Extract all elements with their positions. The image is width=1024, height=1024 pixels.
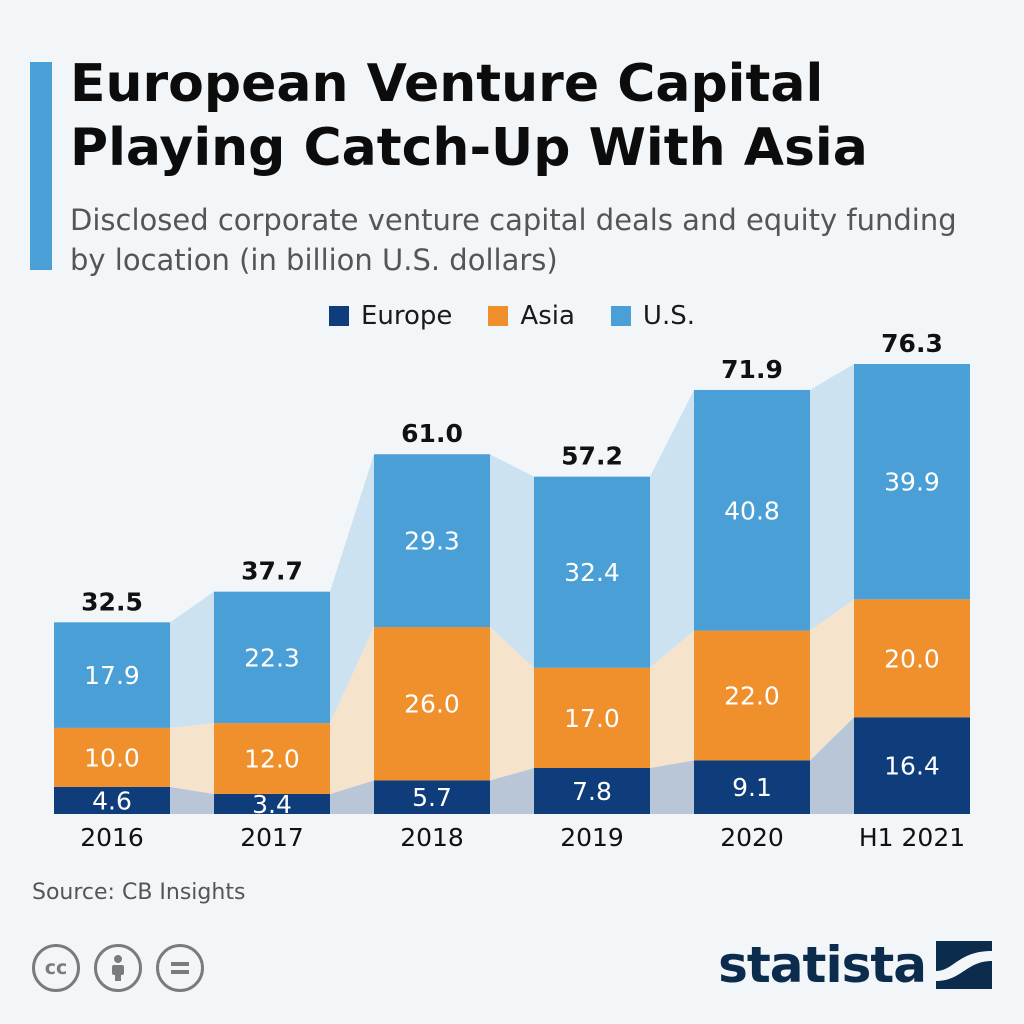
legend-label-asia: Asia <box>520 301 575 331</box>
license-icons: cc <box>32 944 204 992</box>
connector-band-u-s--2 <box>330 454 374 724</box>
legend-label-us: U.S. <box>642 301 695 331</box>
data-label-europe-2019: 7.8 <box>572 777 612 806</box>
connector-band-u-s--5 <box>810 364 854 631</box>
bar-europe-2016 <box>54 786 170 814</box>
bar-europe-h1-2021 <box>854 717 970 814</box>
bar-europe-2018 <box>374 780 490 814</box>
total-label-2020: 71.9 <box>721 355 783 384</box>
total-label-2018: 61.0 <box>401 419 463 448</box>
connector-band-asia-5 <box>810 599 854 761</box>
bar-europe-2017 <box>214 793 330 814</box>
data-label-europe-2018: 5.7 <box>412 783 452 812</box>
by-person-icon <box>94 944 142 992</box>
data-label-u-s--2018: 29.3 <box>404 527 460 556</box>
total-label-2019: 57.2 <box>561 442 623 471</box>
total-label-h1-2021: 76.3 <box>881 329 943 358</box>
cc-icon: cc <box>32 944 80 992</box>
connector-band-europe-5 <box>810 717 854 814</box>
connector-band-europe-3 <box>490 767 534 814</box>
data-label-asia-h1-2021: 20.0 <box>884 644 940 673</box>
bar-u-s--2019 <box>534 476 650 668</box>
data-label-asia-2020: 22.0 <box>724 681 780 710</box>
data-label-u-s--2016: 17.9 <box>84 661 140 690</box>
bar-u-s--2018 <box>374 454 490 628</box>
connector-band-europe-2 <box>330 780 374 814</box>
x-tick-label-2020: 2020 <box>720 823 784 852</box>
legend-item-us: U.S. <box>610 301 695 331</box>
legend-label-europe: Europe <box>360 301 453 331</box>
data-label-u-s--h1-2021: 39.9 <box>884 468 940 497</box>
connector-band-europe-4 <box>650 760 694 814</box>
connector-band-asia-3 <box>490 627 534 781</box>
x-tick-label-h1-2021: H1 2021 <box>859 823 965 852</box>
legend-swatch-asia <box>488 306 509 326</box>
connector-band-asia-4 <box>650 630 694 768</box>
source-note: Source: CB Insights <box>32 880 246 905</box>
chart-legend: Europe Asia U.S. <box>0 296 1024 336</box>
data-label-asia-2017: 12.0 <box>244 745 300 774</box>
x-tick-label-2019: 2019 <box>560 823 624 852</box>
x-tick-label-2017: 2017 <box>240 823 304 852</box>
bar-europe-2020 <box>694 760 810 814</box>
x-tick-label-2016: 2016 <box>80 823 144 852</box>
bar-asia-2018 <box>374 627 490 781</box>
data-label-asia-2018: 26.0 <box>404 690 460 719</box>
legend-swatch-us <box>610 306 631 326</box>
x-tick-label-2018: 2018 <box>400 823 464 852</box>
data-label-europe-h1-2021: 16.4 <box>884 752 940 781</box>
legend-swatch-europe <box>328 306 349 326</box>
connector-band-asia-2 <box>330 627 374 794</box>
bar-u-s--2017 <box>214 591 330 724</box>
data-label-asia-2016: 10.0 <box>84 743 140 772</box>
bar-u-s--2016 <box>54 622 170 728</box>
bar-asia-h1-2021 <box>854 599 970 718</box>
connector-band-u-s--4 <box>650 389 694 668</box>
statista-logo[interactable]: statista <box>718 936 992 994</box>
bar-u-s--h1-2021 <box>854 364 970 600</box>
bar-asia-2017 <box>214 723 330 794</box>
total-label-2017: 37.7 <box>241 557 303 586</box>
connector-band-u-s--1 <box>170 591 214 728</box>
connector-band-u-s--3 <box>490 454 534 668</box>
connector-band-asia-1 <box>170 723 214 794</box>
data-label-europe-2016: 4.6 <box>92 786 132 815</box>
bar-asia-2019 <box>534 667 650 768</box>
stacked-bar-chart: 4.6 10.0 17.9 32.5 2016 3.4 12.0 22.3 37.7 2017 5.… <box>54 329 970 852</box>
data-label-europe-2020: 9.1 <box>732 773 772 802</box>
data-label-u-s--2017: 22.3 <box>244 643 300 672</box>
brand-wordmark: statista <box>718 936 927 994</box>
legend-item-europe: Europe <box>328 301 453 331</box>
bar-asia-2016 <box>54 727 170 787</box>
nd-equals-icon <box>156 944 204 992</box>
data-label-asia-2019: 17.0 <box>564 704 620 733</box>
page-title: European Venture Capital Playing Catch-U… <box>70 54 868 178</box>
data-label-u-s--2019: 32.4 <box>564 558 620 587</box>
legend-item-asia: Asia <box>488 301 575 331</box>
accent-bar <box>30 62 52 270</box>
bar-u-s--2020 <box>694 389 810 631</box>
bar-europe-2019 <box>534 767 650 814</box>
bar-asia-2020 <box>694 630 810 761</box>
connector-band-europe-1 <box>170 786 214 814</box>
data-label-europe-2017: 3.4 <box>252 790 292 819</box>
total-label-2016: 32.5 <box>81 587 143 616</box>
data-label-u-s--2020: 40.8 <box>724 496 780 525</box>
statista-mark-icon <box>936 941 992 989</box>
page-subtitle: Disclosed corporate venture capital deal… <box>70 203 957 277</box>
